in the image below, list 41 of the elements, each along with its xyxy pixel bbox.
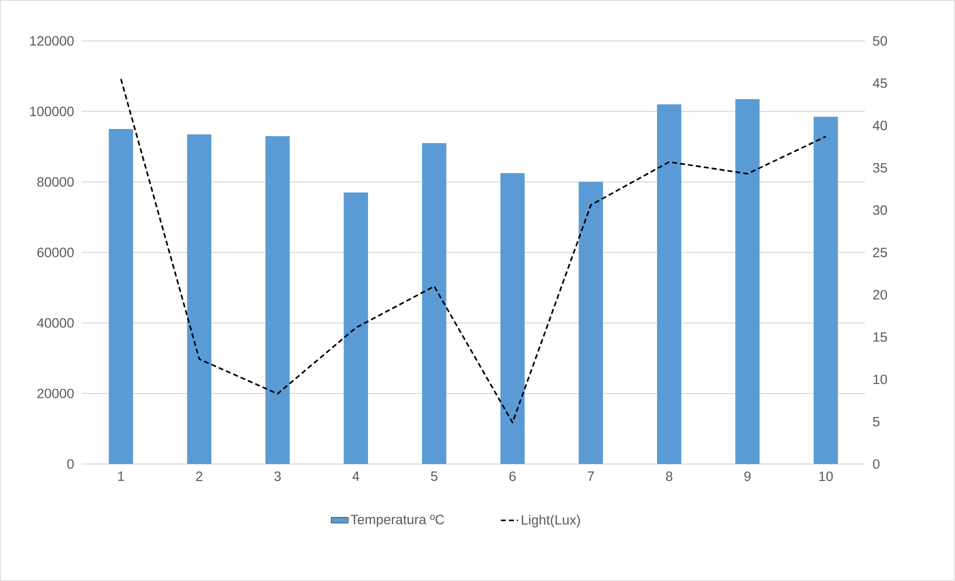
y-tick-label: 0 [67, 459, 74, 469]
x-tick-label: 1 [118, 472, 124, 481]
bar [735, 99, 760, 464]
y2-tick-label: 0 [873, 459, 880, 469]
x-tick-label: 10 [819, 472, 833, 482]
y-tick-label: 100000 [30, 106, 74, 116]
y2-tick-label: 40 [872, 120, 887, 130]
bar [814, 116, 838, 464]
bar [422, 143, 446, 464]
bar [265, 136, 290, 464]
y-tick-label: 20000 [37, 388, 74, 398]
x-tick-label: 4 [352, 472, 360, 481]
bar [500, 173, 525, 464]
y2-tick-label: 15 [874, 332, 887, 342]
y-tick-label: 120000 [30, 36, 74, 46]
bar [187, 134, 212, 464]
y2-tick-label: 20 [873, 290, 887, 300]
bar [657, 104, 682, 464]
bar [108, 129, 134, 464]
x-tick-label: 3 [274, 472, 281, 482]
x-tick-label: 6 [509, 472, 516, 482]
y2-tick-label: 5 [873, 417, 880, 426]
legend-label: Temperatura ºC [350, 514, 444, 528]
y2-tick-label: 30 [873, 205, 887, 215]
x-tick-label: 8 [666, 472, 672, 482]
x-tick-label: 9 [744, 472, 751, 482]
y2-tick-label: 45 [872, 78, 887, 88]
y-tick-label: 60000 [37, 248, 74, 258]
x-tick-label: 2 [196, 472, 202, 481]
y2-tick-label: 35 [873, 163, 887, 173]
x-tick-label: 7 [588, 472, 594, 481]
bar [344, 192, 368, 464]
y2-tick-label: 50 [873, 36, 887, 46]
y2-tick-label: 25 [873, 248, 887, 258]
bar [578, 182, 603, 464]
y-tick-label: 40000 [37, 318, 74, 328]
legend-label: Light(Lux) [522, 514, 580, 528]
y-tick-label: 80000 [37, 177, 74, 187]
x-tick-label: 5 [430, 472, 438, 481]
y2-tick-label: 10 [874, 374, 887, 384]
line-series [120, 78, 827, 424]
